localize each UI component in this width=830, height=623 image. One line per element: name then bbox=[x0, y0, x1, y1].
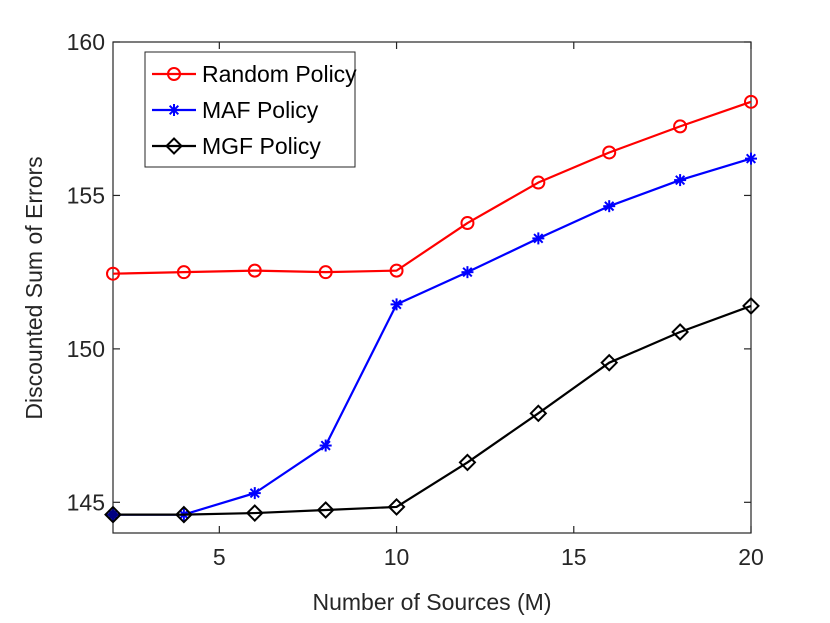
y-axis-label: Discounted Sum of Errors bbox=[21, 156, 47, 419]
data-point-2-5 bbox=[458, 453, 477, 472]
x-tick-label: 20 bbox=[738, 544, 764, 570]
data-point-0-7 bbox=[602, 145, 617, 160]
data-point-1-5-stroke bbox=[462, 267, 473, 278]
data-point-1-3-stroke bbox=[320, 440, 331, 451]
data-point-2-9 bbox=[742, 296, 760, 315]
x-axis-label: Number of Sources (M) bbox=[312, 589, 551, 615]
overlap-marker-fill bbox=[107, 508, 119, 521]
legend-marker-0 bbox=[167, 67, 181, 81]
data-point-1-4 bbox=[390, 298, 403, 311]
y-tick-label: 160 bbox=[67, 29, 105, 55]
series-line-1 bbox=[113, 157, 752, 516]
data-point-1-2-stroke bbox=[249, 488, 260, 499]
data-point-0-2 bbox=[247, 263, 262, 278]
data-point-1-9 bbox=[745, 152, 757, 165]
data-point-1-2 bbox=[248, 487, 261, 500]
x-tick-label: 10 bbox=[384, 544, 410, 570]
data-point-2-7 bbox=[600, 353, 619, 372]
legend-label-1: MAF Policy bbox=[202, 97, 319, 123]
data-point-0-3 bbox=[318, 265, 333, 280]
data-point-1-7-stroke bbox=[604, 201, 615, 212]
data-point-2-3 bbox=[316, 501, 335, 519]
data-point-0-6 bbox=[531, 175, 546, 190]
data-point-0-4 bbox=[389, 263, 404, 278]
data-point-0-9 bbox=[744, 94, 758, 109]
data-point-1-4-stroke bbox=[391, 299, 402, 310]
data-point-0-1 bbox=[176, 265, 191, 280]
data-point-1-8 bbox=[674, 174, 687, 187]
data-point-2-4 bbox=[387, 498, 406, 516]
series-line-0 bbox=[112, 100, 752, 275]
data-point-0-8 bbox=[673, 119, 688, 134]
legend-marker-2 bbox=[165, 137, 183, 155]
data-point-0-0 bbox=[106, 266, 120, 281]
series-layer bbox=[104, 94, 760, 524]
data-point-1-8-stroke bbox=[675, 175, 686, 186]
data-point-2-0 bbox=[104, 505, 122, 524]
y-tick-label: 145 bbox=[67, 489, 105, 515]
x-tick-label: 5 bbox=[213, 544, 226, 570]
x-tick-label: 15 bbox=[561, 544, 587, 570]
y-tick-label: 155 bbox=[67, 182, 105, 208]
data-point-2-1 bbox=[174, 505, 193, 524]
series-line-2 bbox=[113, 304, 752, 516]
legend-marker-1-stroke bbox=[168, 104, 180, 116]
data-point-2-6 bbox=[529, 404, 548, 423]
legend-items: Random Policy MAF Policy MGF Policy bbox=[152, 61, 357, 159]
data-point-2-2 bbox=[245, 504, 264, 522]
legend-label-2: MGF Policy bbox=[202, 133, 321, 159]
data-point-1-5 bbox=[461, 266, 474, 279]
data-point-1-7 bbox=[603, 200, 616, 213]
data-point-0-5 bbox=[460, 216, 475, 231]
legend-label-0: Random Policy bbox=[202, 61, 357, 87]
data-point-1-6-stroke bbox=[533, 233, 544, 244]
data-point-2-8 bbox=[671, 323, 690, 341]
data-point-1-9-stroke bbox=[745, 153, 757, 164]
y-tick-label: 150 bbox=[67, 336, 105, 362]
legend: Random Policy MAF Policy MGF Policy bbox=[144, 51, 357, 168]
data-point-1-6 bbox=[532, 232, 545, 245]
legend-marker-1 bbox=[168, 104, 180, 116]
data-point-1-3 bbox=[319, 439, 332, 452]
ticks-layer: 5 10 15 20 145 150 155 160 bbox=[67, 29, 764, 570]
